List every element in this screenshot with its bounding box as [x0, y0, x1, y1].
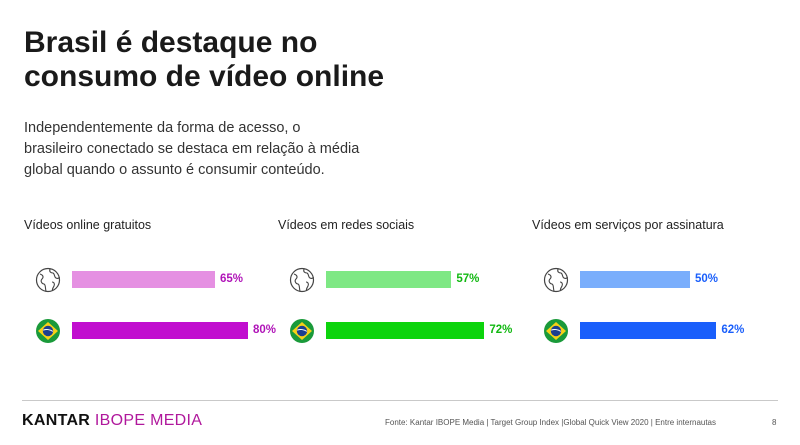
- row-global: 65%: [34, 266, 274, 294]
- value-label-brazil: 80%: [253, 324, 277, 336]
- panel-social-videos: Vídeos em redes sociais 57% 72%: [278, 218, 528, 348]
- row-brazil: 72%: [288, 317, 528, 345]
- value-label-global: 65%: [220, 273, 244, 285]
- row-brazil: 80%: [34, 317, 277, 345]
- page-number: 8: [772, 418, 777, 427]
- bar-brazil: [580, 322, 717, 339]
- row-global: 50%: [542, 266, 782, 294]
- value-label-global: 57%: [456, 273, 480, 285]
- intro-line-2: brasileiro conectado se destaca em relaç…: [24, 141, 360, 157]
- value-label-brazil: 62%: [721, 324, 745, 336]
- logo-brand-light: IBOPE MEDIA: [94, 412, 203, 429]
- logo-brand-bold: KANTAR: [22, 412, 91, 429]
- value-label-global: 50%: [695, 273, 719, 285]
- title-line-1: Brasil é destaque no: [24, 26, 318, 59]
- bar-brazil: [326, 322, 485, 339]
- intro-line-3: global quando o assunto é consumir conte…: [24, 162, 325, 178]
- intro-line-1: Independentemente da forma de acesso, o: [24, 120, 301, 136]
- globe-icon: [35, 267, 61, 293]
- panel-title: Vídeos online gratuitos: [24, 218, 152, 232]
- row-brazil: 62%: [542, 317, 782, 345]
- globe-icon: [543, 267, 569, 293]
- intro-text: Independentemente da forma de acesso, o …: [24, 118, 424, 181]
- panel-free-videos: Vídeos online gratuitos 65% 80%: [24, 218, 277, 348]
- panel-title: Vídeos em redes sociais: [278, 218, 415, 232]
- brazil-flag-icon: [544, 319, 568, 343]
- source-note: Fonte: Kantar IBOPE Media | Target Group…: [385, 418, 717, 427]
- footer-divider: [22, 400, 778, 401]
- bar-brazil: [72, 322, 248, 339]
- kantar-ibope-logo: KANTAR IBOPE MEDIA: [22, 412, 202, 430]
- bar-global: [326, 271, 452, 288]
- panel-subscription-videos: Vídeos em serviços por assinatura 50% 62…: [532, 218, 782, 348]
- bar-global: [580, 271, 690, 288]
- bar-global: [72, 271, 215, 288]
- title-line-2: consumo de vídeo online: [24, 60, 385, 93]
- row-global: 57%: [288, 266, 528, 294]
- value-label-brazil: 72%: [489, 324, 513, 336]
- panel-title: Vídeos em serviços por assinatura: [532, 218, 724, 232]
- globe-icon: [289, 267, 315, 293]
- brazil-flag-icon: [36, 319, 60, 343]
- brazil-flag-icon: [290, 319, 314, 343]
- page-title: Brasil é destaque no consumo de vídeo on…: [24, 26, 384, 94]
